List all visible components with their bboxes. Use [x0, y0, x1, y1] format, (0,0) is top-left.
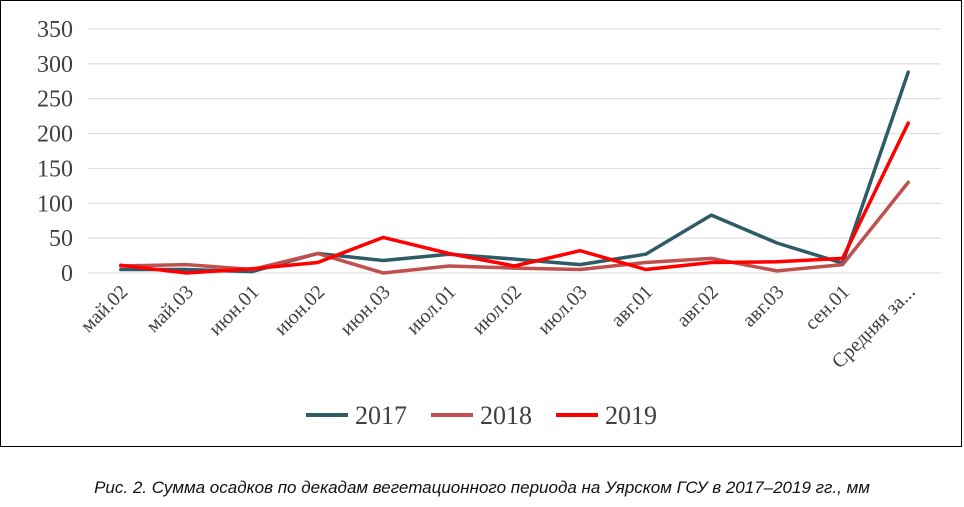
- x-tick-label: июн.01: [205, 281, 264, 340]
- chart-frame: 0 50 100 150 200 250 300 350 май.02 май.03 июн.01…: [0, 0, 962, 447]
- x-tick-label: сен.01: [801, 281, 855, 335]
- y-tick-label: 150: [37, 156, 73, 182]
- x-tick-label: авг.02: [672, 281, 722, 331]
- y-tick-label: 300: [37, 52, 73, 78]
- y-tick-label: 0: [61, 261, 73, 287]
- grid-lines: [88, 28, 941, 274]
- x-axis-tick-labels: май.02 май.03 июн.01 июн.02 июн.03 июл.01 июл.…: [76, 281, 919, 373]
- legend: 2017 2018 2019: [306, 401, 657, 430]
- legend-label-2018: 2018: [480, 401, 532, 430]
- y-tick-label: 50: [49, 226, 73, 252]
- series-line-2019: [119, 121, 910, 275]
- y-axis-tick-labels: 0 50 100 150 200 250 300 350: [37, 17, 73, 287]
- y-tick-label: 200: [37, 122, 73, 148]
- figure-caption: Рис. 2. Сумма осадков по декадам вегетац…: [94, 478, 870, 497]
- legend-label-2017: 2017: [355, 401, 407, 430]
- x-tick-label: авг.01: [607, 281, 657, 331]
- x-tick-label: июл.03: [534, 281, 592, 339]
- y-tick-label: 250: [37, 87, 73, 113]
- precipitation-line-chart: 0 50 100 150 200 250 300 350 май.02 май.03 июн.01…: [37, 17, 941, 430]
- x-tick-label: авг.03: [738, 281, 788, 331]
- x-tick-label: июл.02: [468, 281, 526, 339]
- x-tick-label: июл.01: [402, 281, 460, 339]
- x-tick-label: май.02: [76, 281, 132, 337]
- x-tick-label: май.03: [142, 281, 198, 337]
- series-line-2017: [119, 70, 910, 274]
- series-lines: [119, 70, 910, 275]
- x-tick-label: июн.03: [336, 281, 395, 340]
- y-tick-label: 100: [37, 191, 73, 217]
- x-tick-label: июн.02: [270, 281, 329, 340]
- y-tick-label: 350: [37, 17, 73, 43]
- legend-label-2019: 2019: [605, 401, 657, 430]
